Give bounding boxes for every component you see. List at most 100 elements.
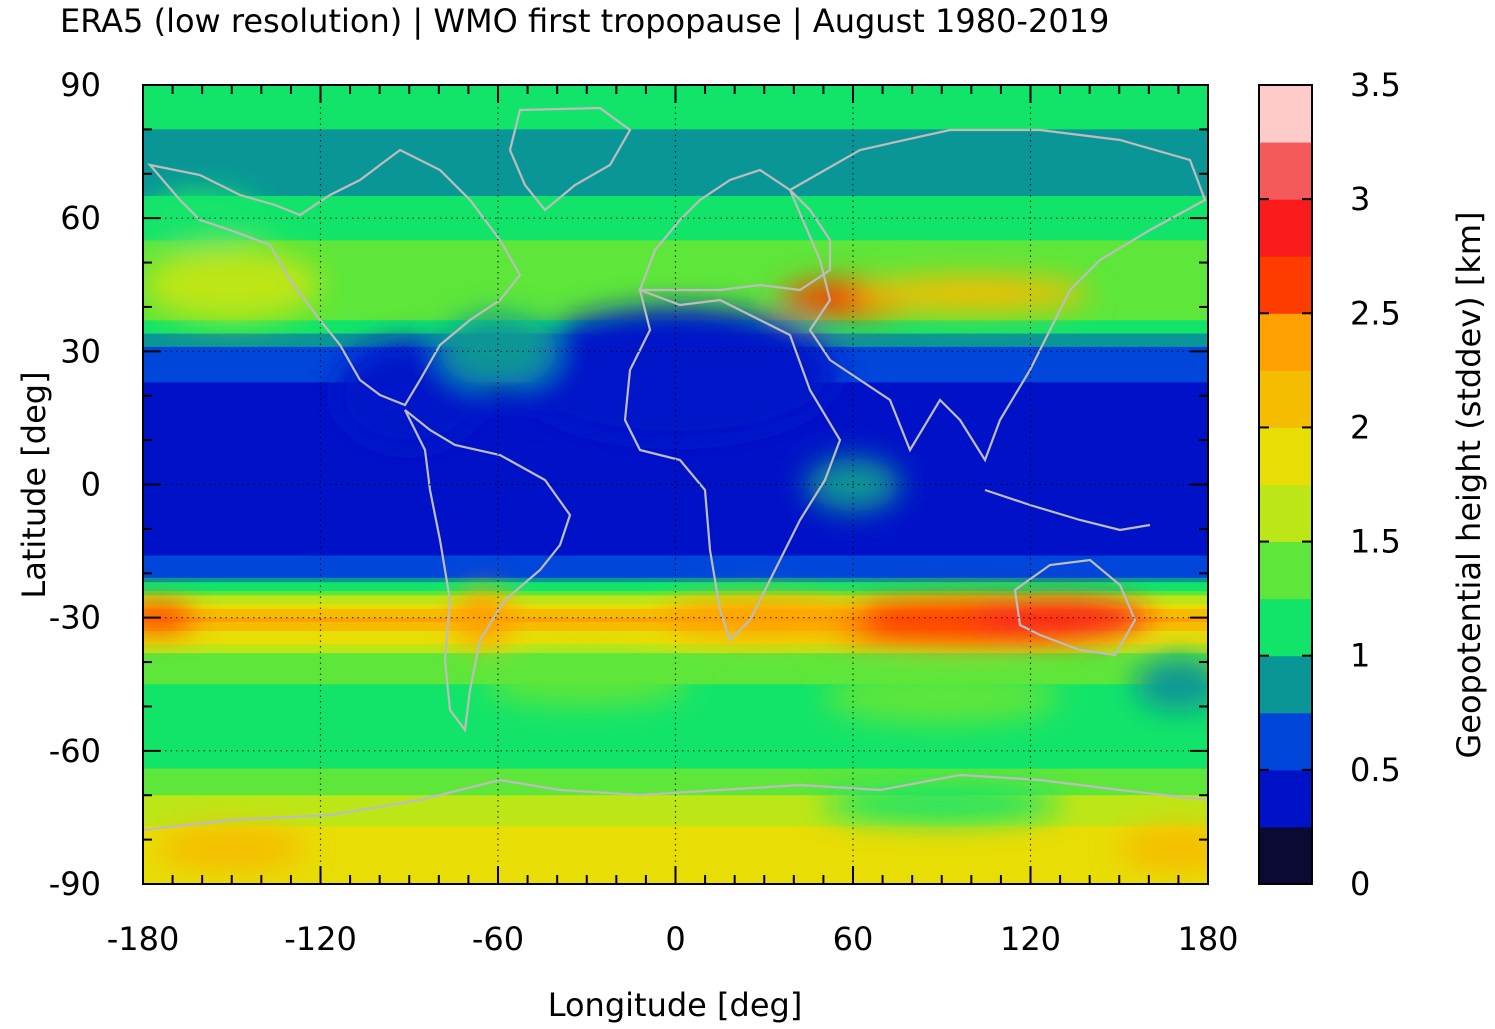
band <box>143 821 1208 827</box>
colorbar-tick-label: 3 <box>1350 180 1370 218</box>
band <box>143 289 1208 295</box>
x-tick-labels: -180 -120 -60 0 60 120 180 <box>107 920 1239 958</box>
band <box>143 857 1208 863</box>
band <box>143 178 1208 184</box>
band <box>143 764 1208 770</box>
band <box>143 142 1208 148</box>
band <box>143 173 1208 179</box>
band <box>143 662 1208 668</box>
band <box>143 444 1208 450</box>
colorbar-tick-label: 3.5 <box>1350 66 1401 104</box>
band <box>143 284 1208 290</box>
band <box>143 750 1208 756</box>
band <box>143 147 1208 153</box>
band <box>143 129 1208 135</box>
band <box>143 271 1208 277</box>
band <box>143 200 1208 206</box>
colorbar-swatch <box>1259 313 1312 371</box>
band <box>143 497 1208 503</box>
y-tick-label: 30 <box>60 332 101 370</box>
band <box>143 213 1208 219</box>
coastlines <box>143 106 1208 832</box>
band <box>143 480 1208 486</box>
band <box>143 755 1208 761</box>
y-tick-label: 90 <box>60 66 101 104</box>
band <box>143 773 1208 779</box>
colorbar-tick-label: 1.5 <box>1350 523 1401 561</box>
band <box>143 626 1208 632</box>
band <box>143 546 1208 552</box>
band <box>143 657 1208 663</box>
band <box>143 724 1208 730</box>
x-tick-label: -60 <box>472 920 524 958</box>
coastline-asia <box>788 128 1207 463</box>
band <box>143 448 1208 455</box>
band <box>143 741 1208 747</box>
band <box>143 502 1208 508</box>
colorbar-swatch <box>1259 655 1312 714</box>
band <box>143 817 1208 823</box>
colorbar-tick-label: 2.5 <box>1350 294 1401 332</box>
band <box>143 564 1208 570</box>
band <box>143 537 1208 543</box>
band <box>143 195 1208 202</box>
band <box>143 156 1208 162</box>
coastline-greenland <box>508 106 632 212</box>
band <box>143 111 1208 117</box>
chart-title: ERA5 (low resolution) | WMO first tropop… <box>60 2 1109 40</box>
band <box>143 280 1208 286</box>
anomaly-region <box>483 662 691 707</box>
band <box>143 586 1208 592</box>
anomaly-region <box>438 315 558 387</box>
band <box>143 124 1208 130</box>
band <box>143 266 1208 273</box>
band <box>143 262 1208 268</box>
colorbar-ticks: 0 0.5 1 1.5 2 2.5 3 3.5 <box>1259 66 1401 903</box>
x-axis-label: Longitude [deg] <box>548 986 803 1024</box>
band <box>143 848 1208 854</box>
band <box>143 120 1208 126</box>
anomaly-region <box>157 826 306 871</box>
colorbar-swatch <box>1259 541 1312 600</box>
band <box>143 799 1208 805</box>
colorbar-tick-label: 0.5 <box>1350 751 1401 789</box>
x-tick-label: -180 <box>107 920 180 958</box>
coastline-antarctica <box>143 773 1208 832</box>
band <box>143 218 1208 224</box>
band <box>143 102 1208 108</box>
band <box>143 533 1208 539</box>
anomaly-region <box>823 786 1061 822</box>
colorbar-tick-label: 1 <box>1350 637 1370 675</box>
anomaly-region <box>143 604 194 631</box>
band <box>143 559 1208 565</box>
colorbar-swatch <box>1259 598 1312 657</box>
band <box>143 768 1208 774</box>
band <box>143 635 1208 641</box>
band <box>143 133 1208 139</box>
colorbar-swatch <box>1259 484 1312 543</box>
band <box>143 249 1208 255</box>
band <box>143 786 1208 792</box>
band <box>143 648 1208 654</box>
anomaly-region <box>853 275 1090 312</box>
band <box>143 466 1208 472</box>
x-tick-label: -120 <box>284 920 357 958</box>
anomaly-region <box>1119 826 1208 871</box>
anomaly-region <box>823 670 1061 725</box>
band <box>143 733 1208 739</box>
band <box>143 511 1208 517</box>
colorbar-tick-label: 0 <box>1350 865 1370 903</box>
anomaly-region <box>971 599 1149 636</box>
band <box>143 777 1208 783</box>
band <box>143 471 1208 477</box>
anomaly-region <box>143 249 321 321</box>
colorbar-swatch <box>1259 769 1312 828</box>
band <box>143 706 1208 712</box>
band <box>143 475 1208 481</box>
coastline-north-america <box>147 148 522 407</box>
band <box>143 844 1208 850</box>
y-tick-label: -60 <box>49 732 101 770</box>
coastline-europe <box>638 168 832 292</box>
colorbar-swatch <box>1259 256 1312 314</box>
